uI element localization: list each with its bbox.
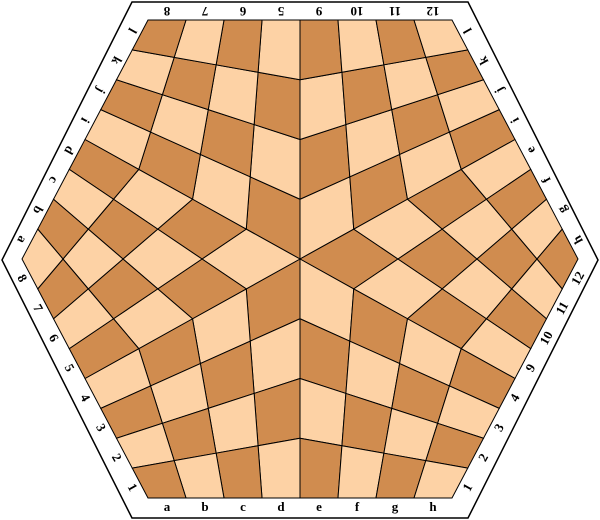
edge-label: 9 [315, 4, 322, 19]
edge-label: f [355, 499, 360, 514]
square[interactable] [299, 19, 343, 81]
edge-label: b [201, 499, 208, 514]
edge-label: 12 [427, 4, 440, 19]
edge-label: 10 [351, 4, 364, 19]
edge-label: j [94, 84, 110, 96]
edge-label: h [429, 499, 437, 514]
edge-label: 5 [277, 4, 284, 19]
edge-label: c [240, 499, 246, 514]
edge-label: f [538, 174, 554, 186]
edge-label: e [316, 499, 322, 514]
edge-label: i [507, 115, 522, 126]
square[interactable] [413, 460, 469, 499]
square[interactable] [257, 437, 301, 499]
edge-label: j [491, 85, 507, 97]
edge-label: 7 [201, 4, 208, 19]
square[interactable] [536, 228, 579, 290]
edge-label: 8 [163, 4, 170, 19]
edge-label: l [125, 26, 140, 37]
square[interactable] [131, 19, 187, 58]
edge-label: 10 [536, 328, 555, 347]
edge-label: 12 [568, 269, 587, 288]
square[interactable] [413, 19, 469, 58]
cells [21, 19, 579, 499]
square[interactable] [257, 19, 301, 81]
square[interactable] [131, 460, 187, 499]
edge-label: 11 [389, 4, 401, 19]
square[interactable] [21, 228, 64, 290]
edge-label: d [277, 499, 285, 514]
edge-label: i [78, 115, 93, 126]
edge-label: 6 [239, 4, 246, 19]
edge-label: a [164, 499, 171, 514]
edge-label: g [392, 499, 399, 514]
edge-label: l [460, 25, 475, 36]
square[interactable] [299, 437, 343, 499]
